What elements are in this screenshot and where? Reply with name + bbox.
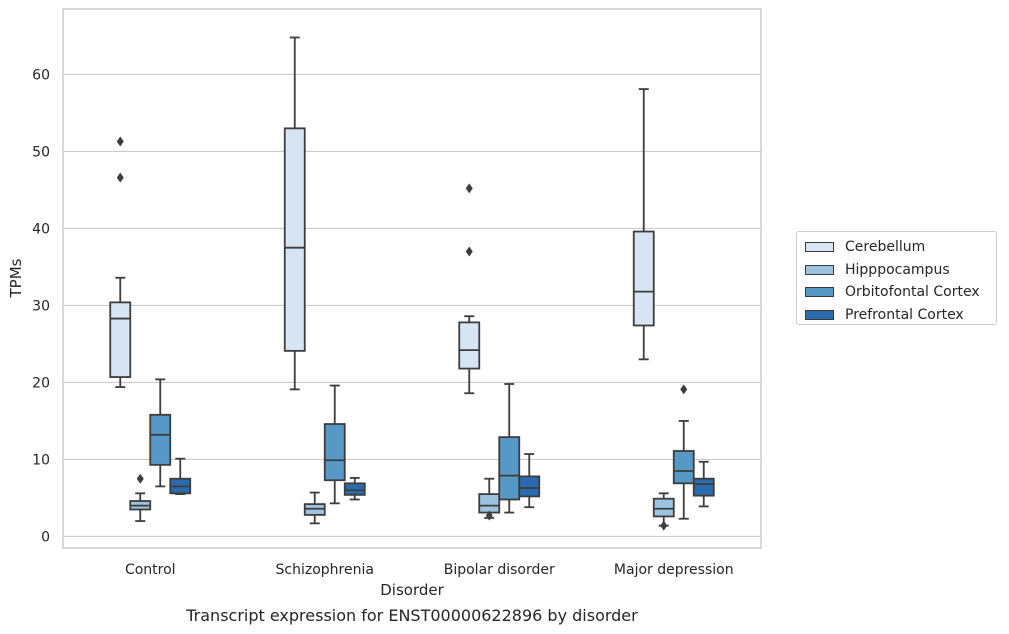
box-cerebellum xyxy=(109,136,132,388)
box-iqr xyxy=(458,321,481,370)
gridlines xyxy=(63,73,761,538)
legend-swatch xyxy=(805,309,834,320)
legend-label: Orbitofontal Cortex xyxy=(845,284,980,301)
legend-item: Orbitofontal Cortex xyxy=(805,281,996,304)
box-iqr xyxy=(652,497,675,518)
box-layer xyxy=(109,36,715,531)
box-prefrontal-cortex xyxy=(169,457,192,496)
legend: Cerebellum Hipppocampus Orbitofontal Corte… xyxy=(796,231,997,325)
box-hipppocampus xyxy=(129,473,152,522)
outlier-point xyxy=(465,183,473,194)
box-iqr xyxy=(283,127,306,352)
box-prefrontal-cortex xyxy=(343,477,366,501)
legend-label: Cerebellum xyxy=(845,239,926,256)
outlier-point xyxy=(116,172,124,183)
box-hipppocampus xyxy=(652,492,675,531)
y-axis-label: TPMs xyxy=(7,258,25,298)
box-iqr xyxy=(323,423,346,482)
x-tick-label: Bipolar disorder xyxy=(444,562,555,578)
box-cerebellum xyxy=(283,36,306,391)
box-iqr xyxy=(672,450,695,485)
box-cerebellum xyxy=(632,88,655,361)
legend-swatch xyxy=(805,242,834,253)
legend-swatch xyxy=(805,264,834,275)
box-iqr xyxy=(498,436,521,501)
legend-item: Prefrontal Cortex xyxy=(805,304,996,327)
y-tick-label: 0 xyxy=(41,529,50,545)
chart-caption: Transcript expression for ENST0000062289… xyxy=(186,606,638,625)
box-iqr xyxy=(109,301,132,378)
y-tick-label: 40 xyxy=(32,221,50,237)
box-hipppocampus xyxy=(303,491,326,525)
box-iqr xyxy=(518,475,541,498)
outlier-point xyxy=(116,136,124,147)
legend-item: Cerebellum xyxy=(805,236,996,259)
outlier-point xyxy=(680,384,688,395)
box-hipppocampus xyxy=(478,477,501,521)
box-orbitofontal-cortex xyxy=(149,378,172,488)
legend-label: Hipppocampus xyxy=(845,261,950,278)
y-tick-label: 60 xyxy=(32,67,50,83)
box-orbitofontal-cortex xyxy=(498,383,521,514)
box-iqr xyxy=(149,413,172,466)
x-axis-label: Disorder xyxy=(380,581,444,599)
box-orbitofontal-cortex xyxy=(672,384,695,520)
box-iqr xyxy=(692,477,715,497)
y-tick-labels: 0 10 20 30 40 50 60 xyxy=(32,67,50,545)
y-tick-label: 10 xyxy=(32,452,50,468)
x-tick-label: Schizophrenia xyxy=(276,562,374,578)
box-iqr xyxy=(632,230,655,327)
y-tick-label: 30 xyxy=(32,298,50,314)
box-orbitofontal-cortex xyxy=(323,384,346,505)
box-prefrontal-cortex xyxy=(692,460,715,508)
x-tick-labels: Control Schizophrenia Bipolar disorder Majo… xyxy=(125,562,734,578)
y-tick-label: 50 xyxy=(32,144,50,160)
outlier-point xyxy=(136,473,144,484)
outlier-point xyxy=(485,510,493,521)
box-iqr xyxy=(343,482,366,496)
y-tick-label: 20 xyxy=(32,375,50,391)
legend-swatch xyxy=(805,287,834,298)
box-prefrontal-cortex xyxy=(518,453,541,509)
outlier-point xyxy=(660,520,668,531)
outlier-point xyxy=(465,246,473,257)
box-iqr xyxy=(478,493,501,514)
legend-item: Hipppocampus xyxy=(805,259,996,282)
x-tick-label: Major depression xyxy=(614,562,734,578)
legend-label: Prefrontal Cortex xyxy=(845,306,964,323)
box-cerebellum xyxy=(458,183,481,395)
x-tick-label: Control xyxy=(125,562,176,578)
plot-frame xyxy=(62,8,762,549)
